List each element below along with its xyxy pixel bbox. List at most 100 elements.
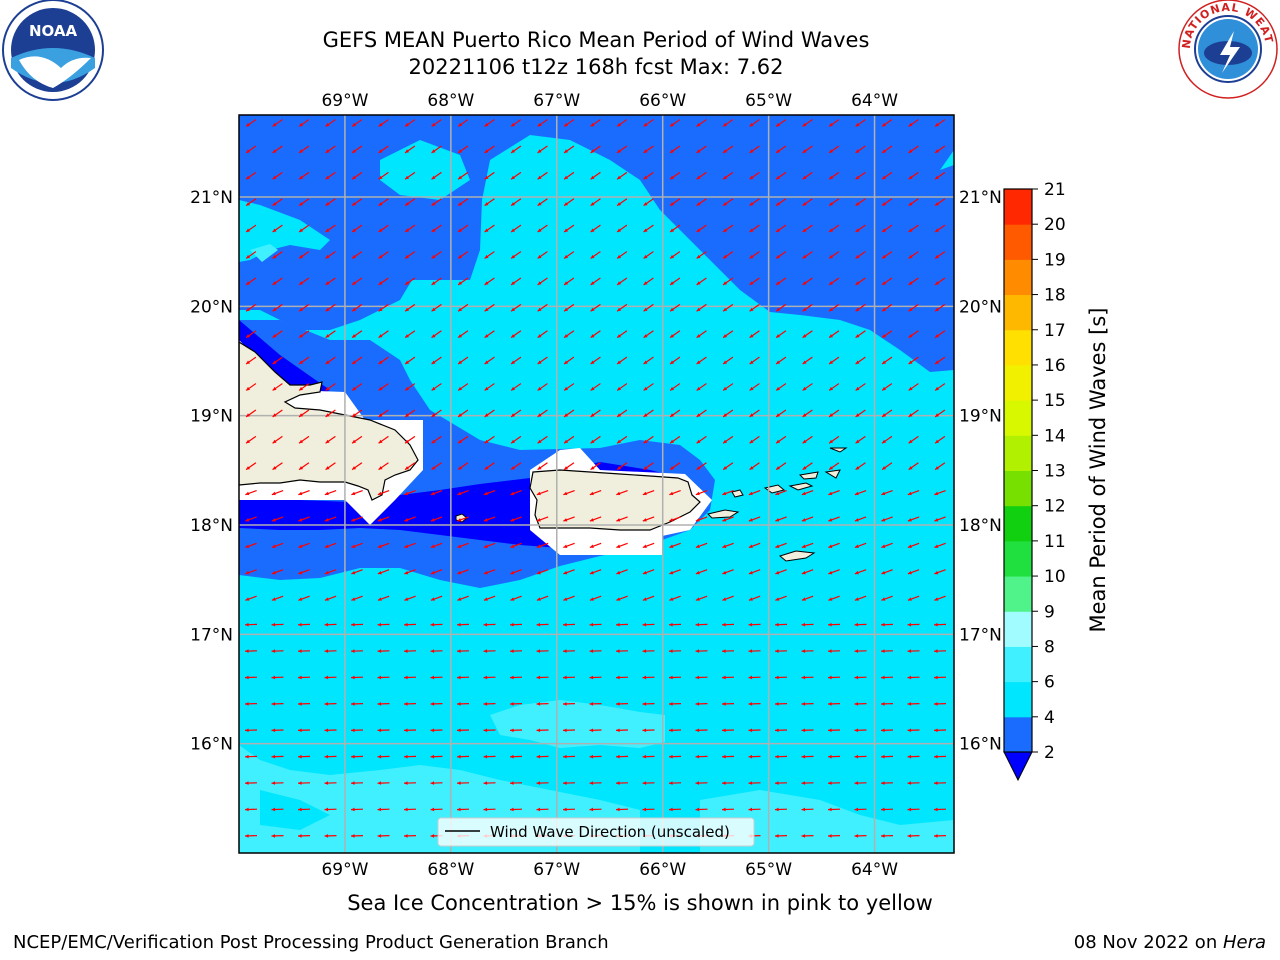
wave-direction-arrow xyxy=(430,516,443,522)
wave-direction-arrow xyxy=(616,542,628,549)
colorbar-extend-arrow xyxy=(1003,751,1033,782)
wave-direction-arrow xyxy=(881,224,893,233)
wave-direction-arrow xyxy=(696,303,707,312)
wave-direction-arrow xyxy=(510,516,522,522)
period-4-6-patch-south xyxy=(260,790,330,830)
wave-direction-arrow xyxy=(590,435,601,444)
wave-direction-arrow xyxy=(775,489,787,496)
wave-direction-arrow xyxy=(615,675,629,680)
wave-direction-arrow xyxy=(483,542,496,549)
wave-direction-arrow xyxy=(590,383,601,391)
wave-direction-arrow xyxy=(615,649,629,653)
wave-direction-arrow xyxy=(748,675,761,680)
wave-direction-arrow xyxy=(933,622,947,627)
wave-direction-arrow xyxy=(933,781,947,785)
wave-direction-arrow xyxy=(961,781,973,785)
wave-direction-arrow xyxy=(642,516,655,522)
wave-direction-arrow xyxy=(430,728,443,733)
period-4-6-patch-north xyxy=(380,140,470,200)
wave-direction-arrow xyxy=(403,807,417,812)
wave-direction-arrow xyxy=(961,755,973,759)
wave-direction-arrow xyxy=(669,330,681,339)
wave-direction-arrow xyxy=(669,516,681,522)
wave-direction-arrow xyxy=(668,754,682,759)
wave-direction-arrow xyxy=(854,702,867,706)
wave-direction-arrow xyxy=(934,595,946,601)
wave-direction-arrow xyxy=(562,622,576,627)
wave-direction-arrow xyxy=(457,330,469,339)
wave-direction-arrow xyxy=(536,702,549,706)
wave-direction-arrow xyxy=(324,728,337,733)
wave-direction-arrow xyxy=(696,145,707,154)
wave-direction-arrow xyxy=(271,489,284,496)
wave-direction-arrow xyxy=(298,462,310,471)
wave-direction-arrow xyxy=(962,252,972,259)
wave-direction-arrow xyxy=(590,145,601,154)
wave-direction-arrow xyxy=(669,462,681,471)
wave-direction-arrow xyxy=(510,198,522,207)
wave-direction-arrow xyxy=(245,516,257,522)
wave-direction-arrow xyxy=(456,781,470,785)
wave-direction-arrow xyxy=(696,462,707,471)
wave-direction-arrow xyxy=(907,569,920,575)
wave-direction-arrow xyxy=(457,595,469,601)
wave-direction-arrow xyxy=(298,435,310,444)
wave-direction-arrow xyxy=(855,356,866,365)
wave-direction-arrow xyxy=(881,383,893,391)
wave-direction-arrow xyxy=(430,622,443,627)
wave-direction-arrow xyxy=(404,198,416,207)
wave-direction-arrow xyxy=(722,435,734,444)
wave-direction-arrow xyxy=(854,622,867,627)
wave-direction-arrow xyxy=(562,702,576,706)
wave-direction-arrow xyxy=(696,251,707,259)
wave-direction-arrow xyxy=(484,383,495,391)
wave-direction-arrow xyxy=(325,198,336,207)
wave-direction-arrow xyxy=(907,542,920,549)
colorbar-tick-label: 13 xyxy=(1044,462,1066,482)
wave-direction-arrow xyxy=(271,702,284,706)
wave-direction-arrow xyxy=(643,356,654,365)
wave-direction-arrow xyxy=(828,119,840,127)
wave-direction-arrow xyxy=(801,595,814,601)
wave-direction-arrow xyxy=(404,595,416,601)
wave-direction-arrow xyxy=(961,676,973,680)
wave-direction-arrow xyxy=(881,595,893,601)
lat-label-right: 20°N xyxy=(959,297,1002,317)
wave-direction-arrow xyxy=(510,356,522,365)
wave-direction-arrow xyxy=(934,224,946,233)
wave-direction-arrow xyxy=(271,728,284,733)
wave-direction-arrow xyxy=(616,171,628,180)
map-frame xyxy=(238,114,955,854)
wave-direction-arrow xyxy=(668,622,682,627)
wave-direction-arrow xyxy=(298,277,310,286)
wave-direction-arrow xyxy=(430,649,443,653)
wave-direction-arrow xyxy=(616,860,628,864)
wave-direction-arrow xyxy=(484,462,495,471)
wave-direction-arrow xyxy=(377,781,390,785)
wave-direction-arrow xyxy=(669,119,681,127)
wave-direction-arrow xyxy=(245,356,257,365)
colorbar: 2 4 6 8 9 10 11 12 13 14 15 16 17 18 19 20 21 xyxy=(1003,180,1066,782)
wave-direction-arrow xyxy=(696,356,707,365)
wave-direction-arrow xyxy=(669,171,681,180)
wave-direction-arrow xyxy=(325,435,336,444)
wave-direction-arrow xyxy=(669,489,681,496)
wave-direction-arrow xyxy=(962,278,972,285)
wave-direction-arrow xyxy=(325,330,336,339)
wave-direction-arrow xyxy=(456,702,470,706)
wave-direction-arrow xyxy=(934,277,946,286)
wave-direction-arrow xyxy=(562,728,576,733)
wave-direction-arrow xyxy=(908,198,919,207)
wave-direction-arrow xyxy=(377,489,390,496)
wave-direction-arrow xyxy=(590,860,602,864)
wave-direction-arrow xyxy=(272,409,283,418)
wave-direction-arrow xyxy=(510,409,522,418)
wave-direction-arrow xyxy=(775,119,787,127)
wave-direction-arrow xyxy=(245,435,257,444)
wave-direction-arrow xyxy=(774,807,788,812)
wave-direction-arrow xyxy=(749,224,760,233)
wave-direction-arrow xyxy=(484,277,495,286)
wave-direction-arrow xyxy=(537,145,548,154)
wave-direction-arrow xyxy=(589,728,602,733)
wave-direction-arrow xyxy=(828,303,840,312)
